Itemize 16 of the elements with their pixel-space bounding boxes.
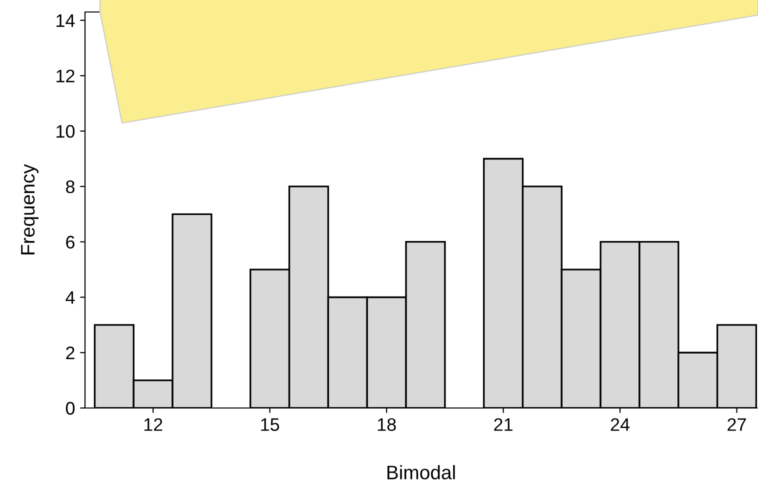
x-tick-label: 18 (378, 418, 396, 431)
x-tick-label: 27 (728, 418, 746, 431)
y-tick-label: 10 (56, 125, 75, 138)
y-axis-title: Frequency (21, 164, 39, 254)
y-tick-label: 12 (56, 70, 74, 82)
x-tick-label: 24 (610, 418, 630, 431)
y-tick-label: 6 (66, 236, 74, 249)
x-axis-title: Bimodal (387, 465, 455, 480)
y-tick-label: 0 (66, 402, 75, 415)
y-tick-label: 4 (66, 291, 75, 304)
x-tick-label: 21 (494, 418, 512, 431)
x-tick-label: 12 (144, 418, 162, 431)
y-tick-label: 2 (66, 346, 74, 360)
y-tick-label: 14 (56, 14, 75, 27)
x-tick-label: 15 (261, 418, 280, 431)
y-tick-label: 8 (66, 180, 74, 194)
